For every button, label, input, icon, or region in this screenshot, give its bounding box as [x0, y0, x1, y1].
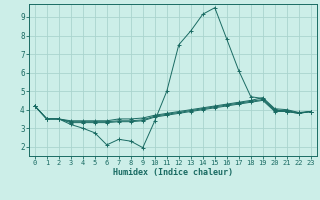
X-axis label: Humidex (Indice chaleur): Humidex (Indice chaleur) [113, 168, 233, 177]
